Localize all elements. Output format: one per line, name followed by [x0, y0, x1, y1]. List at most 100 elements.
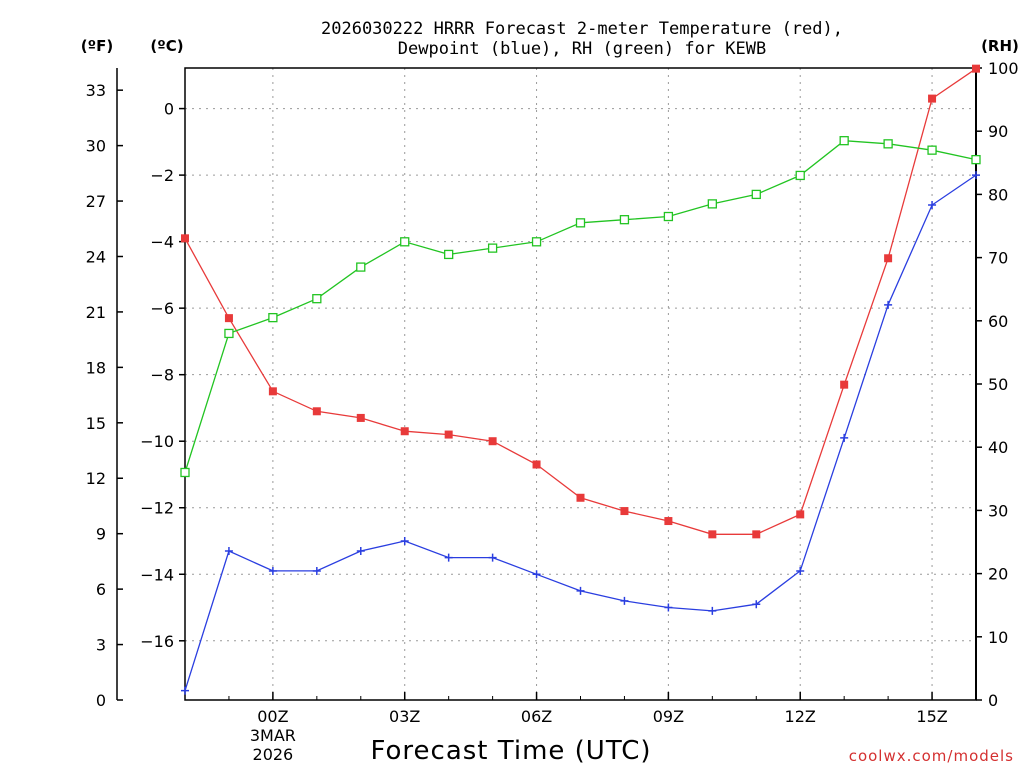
2-meter-temperature-point [400, 427, 409, 436]
fahrenheit-tick-label: 30 [86, 137, 106, 156]
celsius-tick-label: −10 [140, 432, 174, 451]
rh-point [795, 170, 805, 181]
series-rh [180, 136, 981, 478]
celsius-tick-label: −16 [140, 632, 174, 651]
2-meter-temperature-point [444, 430, 453, 439]
celsius-tick-label: −8 [150, 366, 174, 385]
rh-tick-label: 100 [988, 59, 1019, 78]
dewpoint-point [488, 553, 497, 562]
dewpoint-point [752, 600, 761, 609]
x-tick-year-label: 2026 [253, 745, 294, 764]
2-meter-temperature-point [356, 413, 365, 422]
dewpoint-point [181, 686, 189, 695]
dewpoint-point [356, 546, 365, 555]
fahrenheit-tick-label: 9 [96, 525, 106, 544]
rh-point [707, 199, 717, 209]
2-meter-temperature-point [488, 437, 497, 446]
dewpoint-point [312, 566, 321, 575]
2-meter-temperature-point [796, 510, 805, 519]
rh-point [180, 467, 190, 478]
dewpoint-point [400, 537, 409, 546]
fahrenheit-tick-label: 21 [86, 303, 106, 322]
rh-tick-label: 30 [988, 501, 1008, 520]
data-series [180, 64, 981, 695]
celsius-axis-label: (ºC) [150, 37, 183, 55]
chart-title-line2: Dewpoint (blue), RH (green) for KEWB [398, 39, 766, 59]
dewpoint-point [224, 546, 233, 555]
rh-tick-label: 20 [988, 565, 1008, 584]
fahrenheit-tick-label: 18 [86, 358, 106, 377]
dewpoint-line [184, 174, 977, 691]
rh-tick-label: 90 [988, 122, 1008, 141]
x-tick-label: 12Z [785, 707, 816, 726]
2-meter-temperature-point [268, 387, 277, 396]
dewpoint-point [928, 201, 937, 210]
fahrenheit-tick-label: 27 [86, 192, 106, 211]
2-meter-temperature-point [312, 407, 321, 416]
dewpoint-point [576, 586, 585, 595]
rh-point [575, 218, 586, 228]
rh-point [531, 237, 542, 247]
x-tick-label: 03Z [389, 707, 420, 726]
plot-frame [184, 67, 977, 701]
fahrenheit-tick-label: 6 [96, 580, 106, 599]
celsius-tick-label: −2 [150, 166, 174, 185]
rh-point [971, 154, 981, 165]
rh-point [224, 328, 234, 339]
rh-tick-label: 60 [988, 312, 1008, 331]
rh-point [487, 243, 498, 253]
celsius-tick-label: −14 [140, 565, 174, 584]
rh-point [927, 145, 937, 155]
2-meter-temperature-point [928, 94, 937, 103]
fahrenheit-axis-label: (ºF) [81, 37, 113, 55]
fahrenheit-tick-label: 33 [86, 81, 106, 100]
fahrenheit-tick-label: 12 [86, 469, 106, 488]
dewpoint-point [796, 566, 805, 575]
dewpoint-point [620, 596, 629, 605]
2-meter-temperature-point [708, 530, 717, 539]
rh-tick-label: 40 [988, 438, 1008, 457]
2-meter-temperature-point [576, 493, 585, 502]
2-meter-temperature-line [184, 68, 977, 535]
dewpoint-point [444, 553, 453, 562]
dewpoint-point [708, 606, 717, 615]
dewpoint-point [532, 570, 541, 579]
2-meter-temperature-point [620, 507, 629, 516]
rh-point [444, 249, 454, 260]
celsius-tick-label: −4 [150, 233, 174, 252]
celsius-tick-label: −6 [150, 299, 174, 318]
celsius-tick-label: 0 [164, 100, 174, 119]
rh-axis-label: (RH) [981, 37, 1019, 55]
rh-point [663, 211, 674, 222]
rh-point [839, 136, 849, 146]
rh-point [312, 294, 322, 304]
rh-tick-label: 80 [988, 185, 1008, 204]
2-meter-temperature-point [840, 380, 849, 389]
rh-point [619, 215, 630, 225]
2-meter-temperature-point [664, 517, 673, 526]
fahrenheit-tick-label: 0 [96, 691, 106, 710]
2-meter-temperature-point [181, 234, 189, 243]
rh-tick-label: 50 [988, 375, 1008, 394]
fahrenheit-tick-label: 15 [86, 414, 106, 433]
rh-point [268, 312, 278, 323]
rh-point [400, 237, 410, 247]
rh-tick-label: 70 [988, 249, 1008, 268]
grid-lines [185, 68, 976, 700]
series-dewpoint [181, 171, 980, 695]
dewpoint-point [268, 566, 277, 575]
x-tick-label: 09Z [653, 707, 684, 726]
dewpoint-point [972, 171, 980, 180]
fahrenheit-tick-label: 24 [86, 247, 106, 266]
x-tick-label: 00Z [257, 707, 288, 726]
dewpoint-point [840, 433, 849, 442]
chart-title-line1: 2026030222 HRRR Forecast 2-meter Tempera… [321, 19, 843, 39]
x-axis-title: Forecast Time (UTC) [370, 736, 651, 766]
2-meter-temperature-point [972, 64, 980, 73]
2-meter-temperature-point [884, 254, 893, 263]
fahrenheit-tick-label: 3 [96, 636, 106, 655]
rh-tick-label: 0 [988, 691, 998, 710]
rh-point [356, 262, 366, 272]
dewpoint-point [884, 300, 893, 309]
x-tick-date-label: 3MAR [250, 726, 296, 745]
